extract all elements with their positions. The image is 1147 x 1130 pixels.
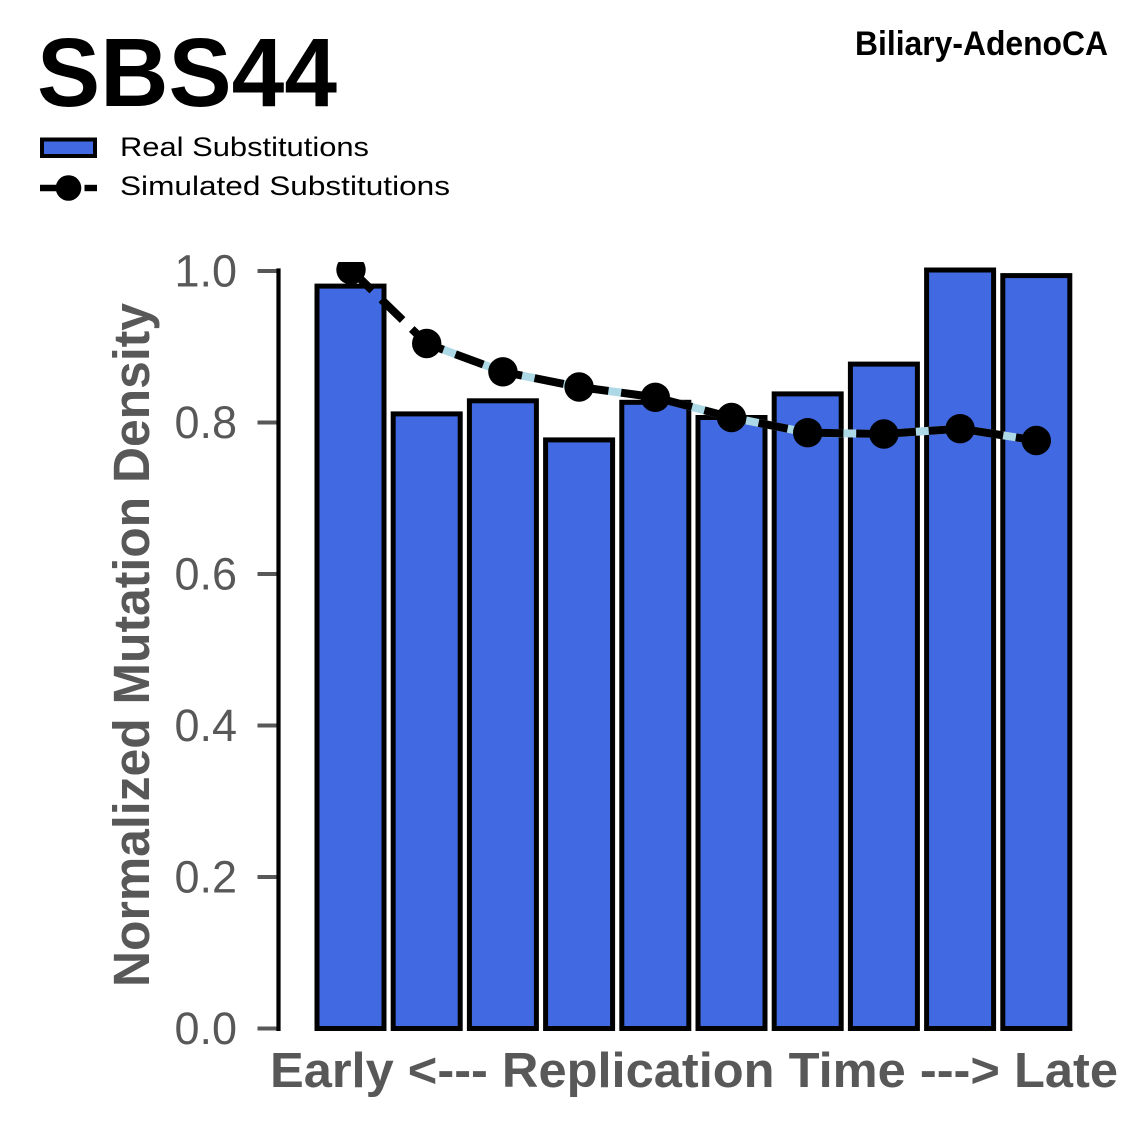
svg-text:SBS44: SBS44 — [37, 18, 337, 127]
svg-text:Biliary-AdenoCA: Biliary-AdenoCA — [855, 25, 1108, 63]
svg-text:Normalized Mutation Density: Normalized Mutation Density — [103, 302, 160, 987]
svg-text:Early <--- Replication Time --: Early <--- Replication Time ---> Late — [270, 1044, 1118, 1098]
svg-text:0.4: 0.4 — [174, 700, 237, 751]
svg-text:0.6: 0.6 — [174, 549, 237, 600]
svg-text:0.0: 0.0 — [174, 1003, 237, 1054]
svg-text:Real Substitutions: Real Substitutions — [120, 132, 369, 162]
svg-text:Simulated Substitutions: Simulated Substitutions — [120, 171, 450, 201]
svg-text:0.2: 0.2 — [174, 852, 237, 903]
svg-text:0.8: 0.8 — [174, 397, 237, 448]
svg-text:1.0: 1.0 — [174, 246, 237, 297]
